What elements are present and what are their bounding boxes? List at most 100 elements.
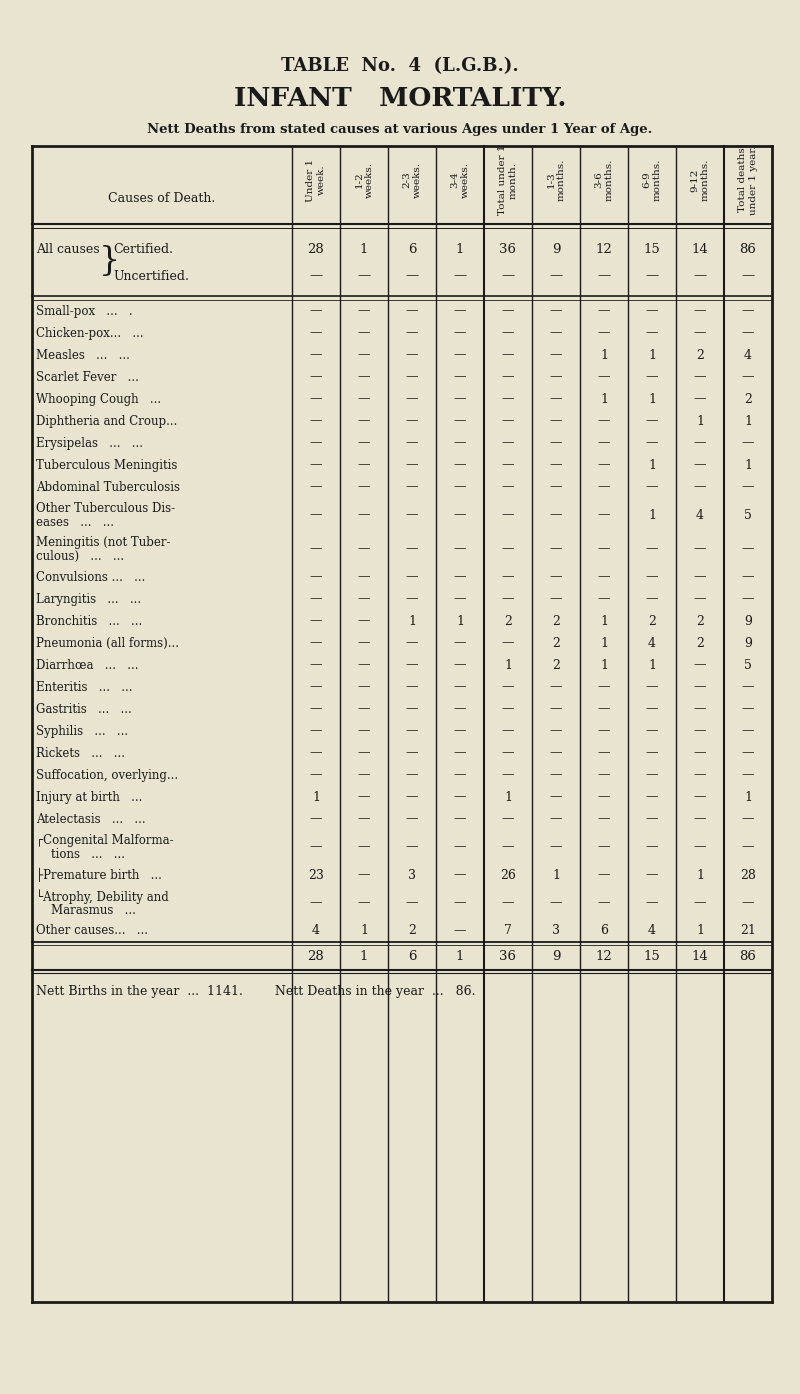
Text: 23: 23	[308, 868, 324, 881]
Text: —: —	[406, 414, 418, 428]
Text: INFANT   MORTALITY.: INFANT MORTALITY.	[234, 85, 566, 110]
Text: —: —	[694, 326, 706, 340]
Text: —: —	[358, 570, 370, 584]
Text: Causes of Death.: Causes of Death.	[108, 191, 216, 205]
Text: Bronchitis   ...   ...: Bronchitis ... ...	[36, 615, 142, 627]
Text: —: —	[406, 348, 418, 361]
Text: 1: 1	[456, 615, 464, 627]
Text: 14: 14	[692, 243, 708, 255]
Text: Uncertified.: Uncertified.	[113, 269, 189, 283]
Text: —: —	[598, 680, 610, 693]
Text: —: —	[646, 703, 658, 715]
Text: —: —	[454, 304, 466, 318]
Text: Pneumonia (all forms)...: Pneumonia (all forms)...	[36, 637, 179, 650]
Text: 2: 2	[648, 615, 656, 627]
Text: Other causes...   ...: Other causes... ...	[36, 924, 148, 938]
Text: 1: 1	[504, 658, 512, 672]
Text: —: —	[694, 725, 706, 737]
Text: —: —	[646, 768, 658, 782]
Text: —: —	[550, 436, 562, 449]
Text: —: —	[646, 813, 658, 825]
Text: —: —	[550, 592, 562, 605]
Text: —: —	[550, 813, 562, 825]
Text: —: —	[646, 570, 658, 584]
Text: —: —	[742, 813, 754, 825]
Text: —: —	[598, 896, 610, 909]
Text: —: —	[694, 393, 706, 406]
Text: —: —	[454, 414, 466, 428]
Text: 2: 2	[744, 393, 752, 406]
Text: —: —	[310, 393, 322, 406]
Text: —: —	[694, 747, 706, 760]
Text: —: —	[598, 481, 610, 493]
Text: —: —	[454, 269, 466, 283]
Text: —: —	[742, 326, 754, 340]
Text: —: —	[310, 542, 322, 555]
Text: —: —	[502, 592, 514, 605]
Text: 1: 1	[600, 637, 608, 650]
Text: —: —	[310, 371, 322, 383]
Text: Certified.: Certified.	[113, 243, 173, 255]
Text: eases   ...   ...: eases ... ...	[36, 516, 114, 528]
Text: —: —	[310, 896, 322, 909]
Text: TABLE  No.  4  (L.G.B.).: TABLE No. 4 (L.G.B.).	[281, 57, 519, 75]
Text: 4: 4	[648, 637, 656, 650]
Text: —: —	[598, 813, 610, 825]
Text: —: —	[694, 436, 706, 449]
Text: —: —	[694, 570, 706, 584]
Text: 1: 1	[456, 243, 464, 255]
Text: 4: 4	[312, 924, 320, 938]
Text: —: —	[550, 269, 562, 283]
Text: Total under 1
month.: Total under 1 month.	[498, 145, 518, 215]
Text: —: —	[358, 658, 370, 672]
Text: 6: 6	[408, 243, 416, 255]
Text: 1: 1	[600, 393, 608, 406]
Text: 15: 15	[644, 243, 660, 255]
Text: —: —	[502, 371, 514, 383]
Text: —: —	[502, 348, 514, 361]
Text: —: —	[646, 841, 658, 853]
Text: —: —	[454, 703, 466, 715]
Text: Laryngitis   ...   ...: Laryngitis ... ...	[36, 592, 141, 605]
Text: —: —	[358, 326, 370, 340]
Text: └Atrophy, Debility and: └Atrophy, Debility and	[36, 889, 169, 903]
Text: —: —	[742, 841, 754, 853]
Text: —: —	[358, 725, 370, 737]
Text: —: —	[310, 481, 322, 493]
Text: —: —	[406, 570, 418, 584]
Text: Nett Deaths from stated causes at various Ages under 1 Year of Age.: Nett Deaths from stated causes at variou…	[147, 123, 653, 135]
Text: Under 1
week.: Under 1 week.	[306, 159, 326, 202]
Text: —: —	[310, 637, 322, 650]
Text: 1: 1	[456, 949, 464, 962]
Text: 28: 28	[308, 949, 324, 962]
Text: —: —	[454, 680, 466, 693]
Text: —: —	[550, 841, 562, 853]
Text: —: —	[454, 592, 466, 605]
Text: Chicken-pox...   ...: Chicken-pox... ...	[36, 326, 144, 340]
Text: —: —	[742, 680, 754, 693]
Text: 9: 9	[744, 637, 752, 650]
Text: —: —	[502, 269, 514, 283]
Text: —: —	[454, 813, 466, 825]
Text: —: —	[310, 459, 322, 471]
Text: —: —	[310, 436, 322, 449]
Text: —: —	[406, 481, 418, 493]
Text: —: —	[358, 703, 370, 715]
Text: 3: 3	[408, 868, 416, 881]
Text: 1: 1	[600, 615, 608, 627]
Text: 28: 28	[740, 868, 756, 881]
Text: 4: 4	[648, 924, 656, 938]
Text: 6: 6	[408, 949, 416, 962]
Text: Injury at birth   ...: Injury at birth ...	[36, 790, 142, 803]
Text: 5: 5	[744, 509, 752, 521]
Text: —: —	[550, 896, 562, 909]
Text: —: —	[694, 768, 706, 782]
Text: 9-12
months.: 9-12 months.	[690, 159, 710, 201]
Text: 1: 1	[312, 790, 320, 803]
Text: —: —	[550, 304, 562, 318]
Text: Convulsions ...   ...: Convulsions ... ...	[36, 570, 146, 584]
Text: —: —	[358, 747, 370, 760]
Text: Atelectasis   ...   ...: Atelectasis ... ...	[36, 813, 146, 825]
Text: —: —	[550, 747, 562, 760]
Text: Total deaths
under 1 year.: Total deaths under 1 year.	[738, 145, 758, 215]
